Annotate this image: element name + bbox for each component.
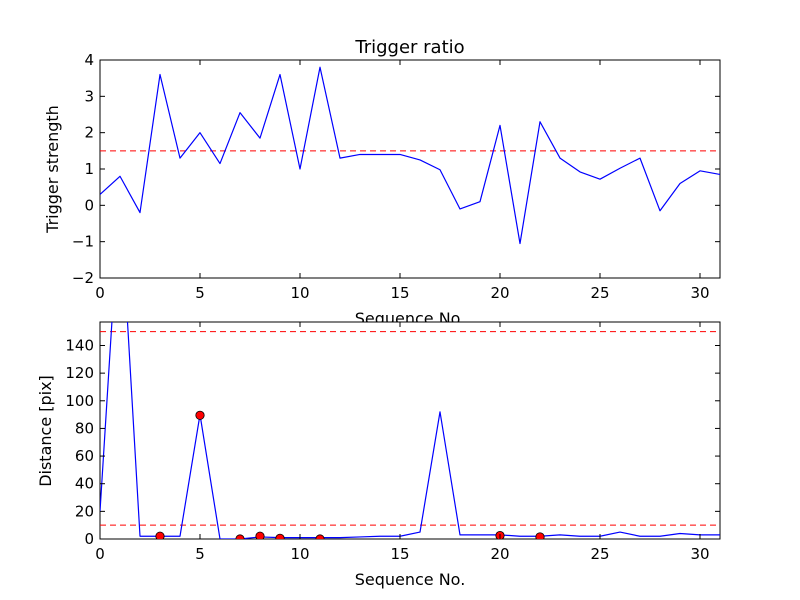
- bottom-chart-x-tick-label: 5: [195, 545, 205, 563]
- top-chart-y-tick-label: −2: [72, 269, 94, 287]
- bottom-chart-xlabel: Sequence No.: [355, 570, 466, 589]
- bottom-chart-y-tick-label: 140: [65, 336, 94, 354]
- bottom-chart: Sequence No. Distance [pix] 0 5 10 15 20 25 30…: [36, 321, 721, 589]
- bottom-chart-plot: 0 5 10 15 20 25 30 0 20 40 60 80 100 120 140: [65, 321, 721, 563]
- bottom-chart-marker: [275, 533, 285, 539]
- top-chart-x-tick-label: 5: [195, 284, 205, 302]
- top-chart-x-tick-label: 10: [290, 284, 309, 302]
- bottom-chart-marker: [255, 531, 265, 539]
- top-chart-plot: 0 5 10 15 20 25 30 −2 −1 0 1 2 3 4: [72, 51, 721, 302]
- bottom-chart-y-tick-label: 80: [75, 419, 94, 437]
- bottom-chart-y-tick-label: 40: [75, 475, 94, 493]
- top-chart-ylabel: Trigger strength: [43, 105, 62, 234]
- bottom-chart-x-tick-label: 0: [95, 545, 105, 563]
- top-chart-y-tick-label: −1: [72, 233, 94, 251]
- top-chart: Trigger ratio Sequence No. Trigger stren…: [43, 37, 721, 328]
- bottom-chart-x-tick-label: 10: [290, 545, 309, 563]
- bottom-chart-x-tick-label: 30: [690, 545, 709, 563]
- bottom-chart-marker: [195, 410, 205, 420]
- bottom-chart-y-tick-label: 60: [75, 447, 94, 465]
- bottom-chart-marker: [315, 534, 325, 539]
- bottom-chart-ylabel: Distance [pix]: [36, 375, 55, 487]
- top-chart-x-tick-label: 0: [95, 284, 105, 302]
- bottom-chart-x-tick-label: 25: [590, 545, 609, 563]
- top-chart-y-tick-label: 4: [84, 51, 94, 69]
- top-chart-y-tick-label: 2: [84, 124, 94, 142]
- bottom-chart-x-tick-label: 15: [390, 545, 409, 563]
- bottom-chart-marker: [235, 534, 245, 539]
- top-chart-series-line: [100, 66, 720, 245]
- top-chart-x-tick-label: 15: [390, 284, 409, 302]
- top-chart-y-tick-label: 1: [84, 160, 94, 178]
- bottom-chart-y-tick-label: 100: [65, 392, 94, 410]
- bottom-chart-marker: [155, 531, 165, 539]
- bottom-chart-series-line: [100, 322, 720, 539]
- bottom-chart-frame: [99, 321, 721, 540]
- top-chart-x-tick-label: 20: [490, 284, 509, 302]
- bottom-chart-marker: [535, 532, 545, 539]
- bottom-chart-x-tick-label: 20: [490, 545, 509, 563]
- bottom-chart-y-tick-label: 0: [84, 530, 94, 548]
- bottom-chart-y-tick-label: 120: [65, 364, 94, 382]
- top-chart-frame: [99, 59, 721, 279]
- top-chart-y-tick-label: 0: [84, 196, 94, 214]
- bottom-chart-y-tick-label: 20: [75, 502, 94, 520]
- top-chart-title: Trigger ratio: [354, 37, 464, 58]
- top-chart-x-tick-label: 30: [690, 284, 709, 302]
- top-chart-y-tick-label: 3: [84, 87, 94, 105]
- top-chart-x-tick-label: 25: [590, 284, 609, 302]
